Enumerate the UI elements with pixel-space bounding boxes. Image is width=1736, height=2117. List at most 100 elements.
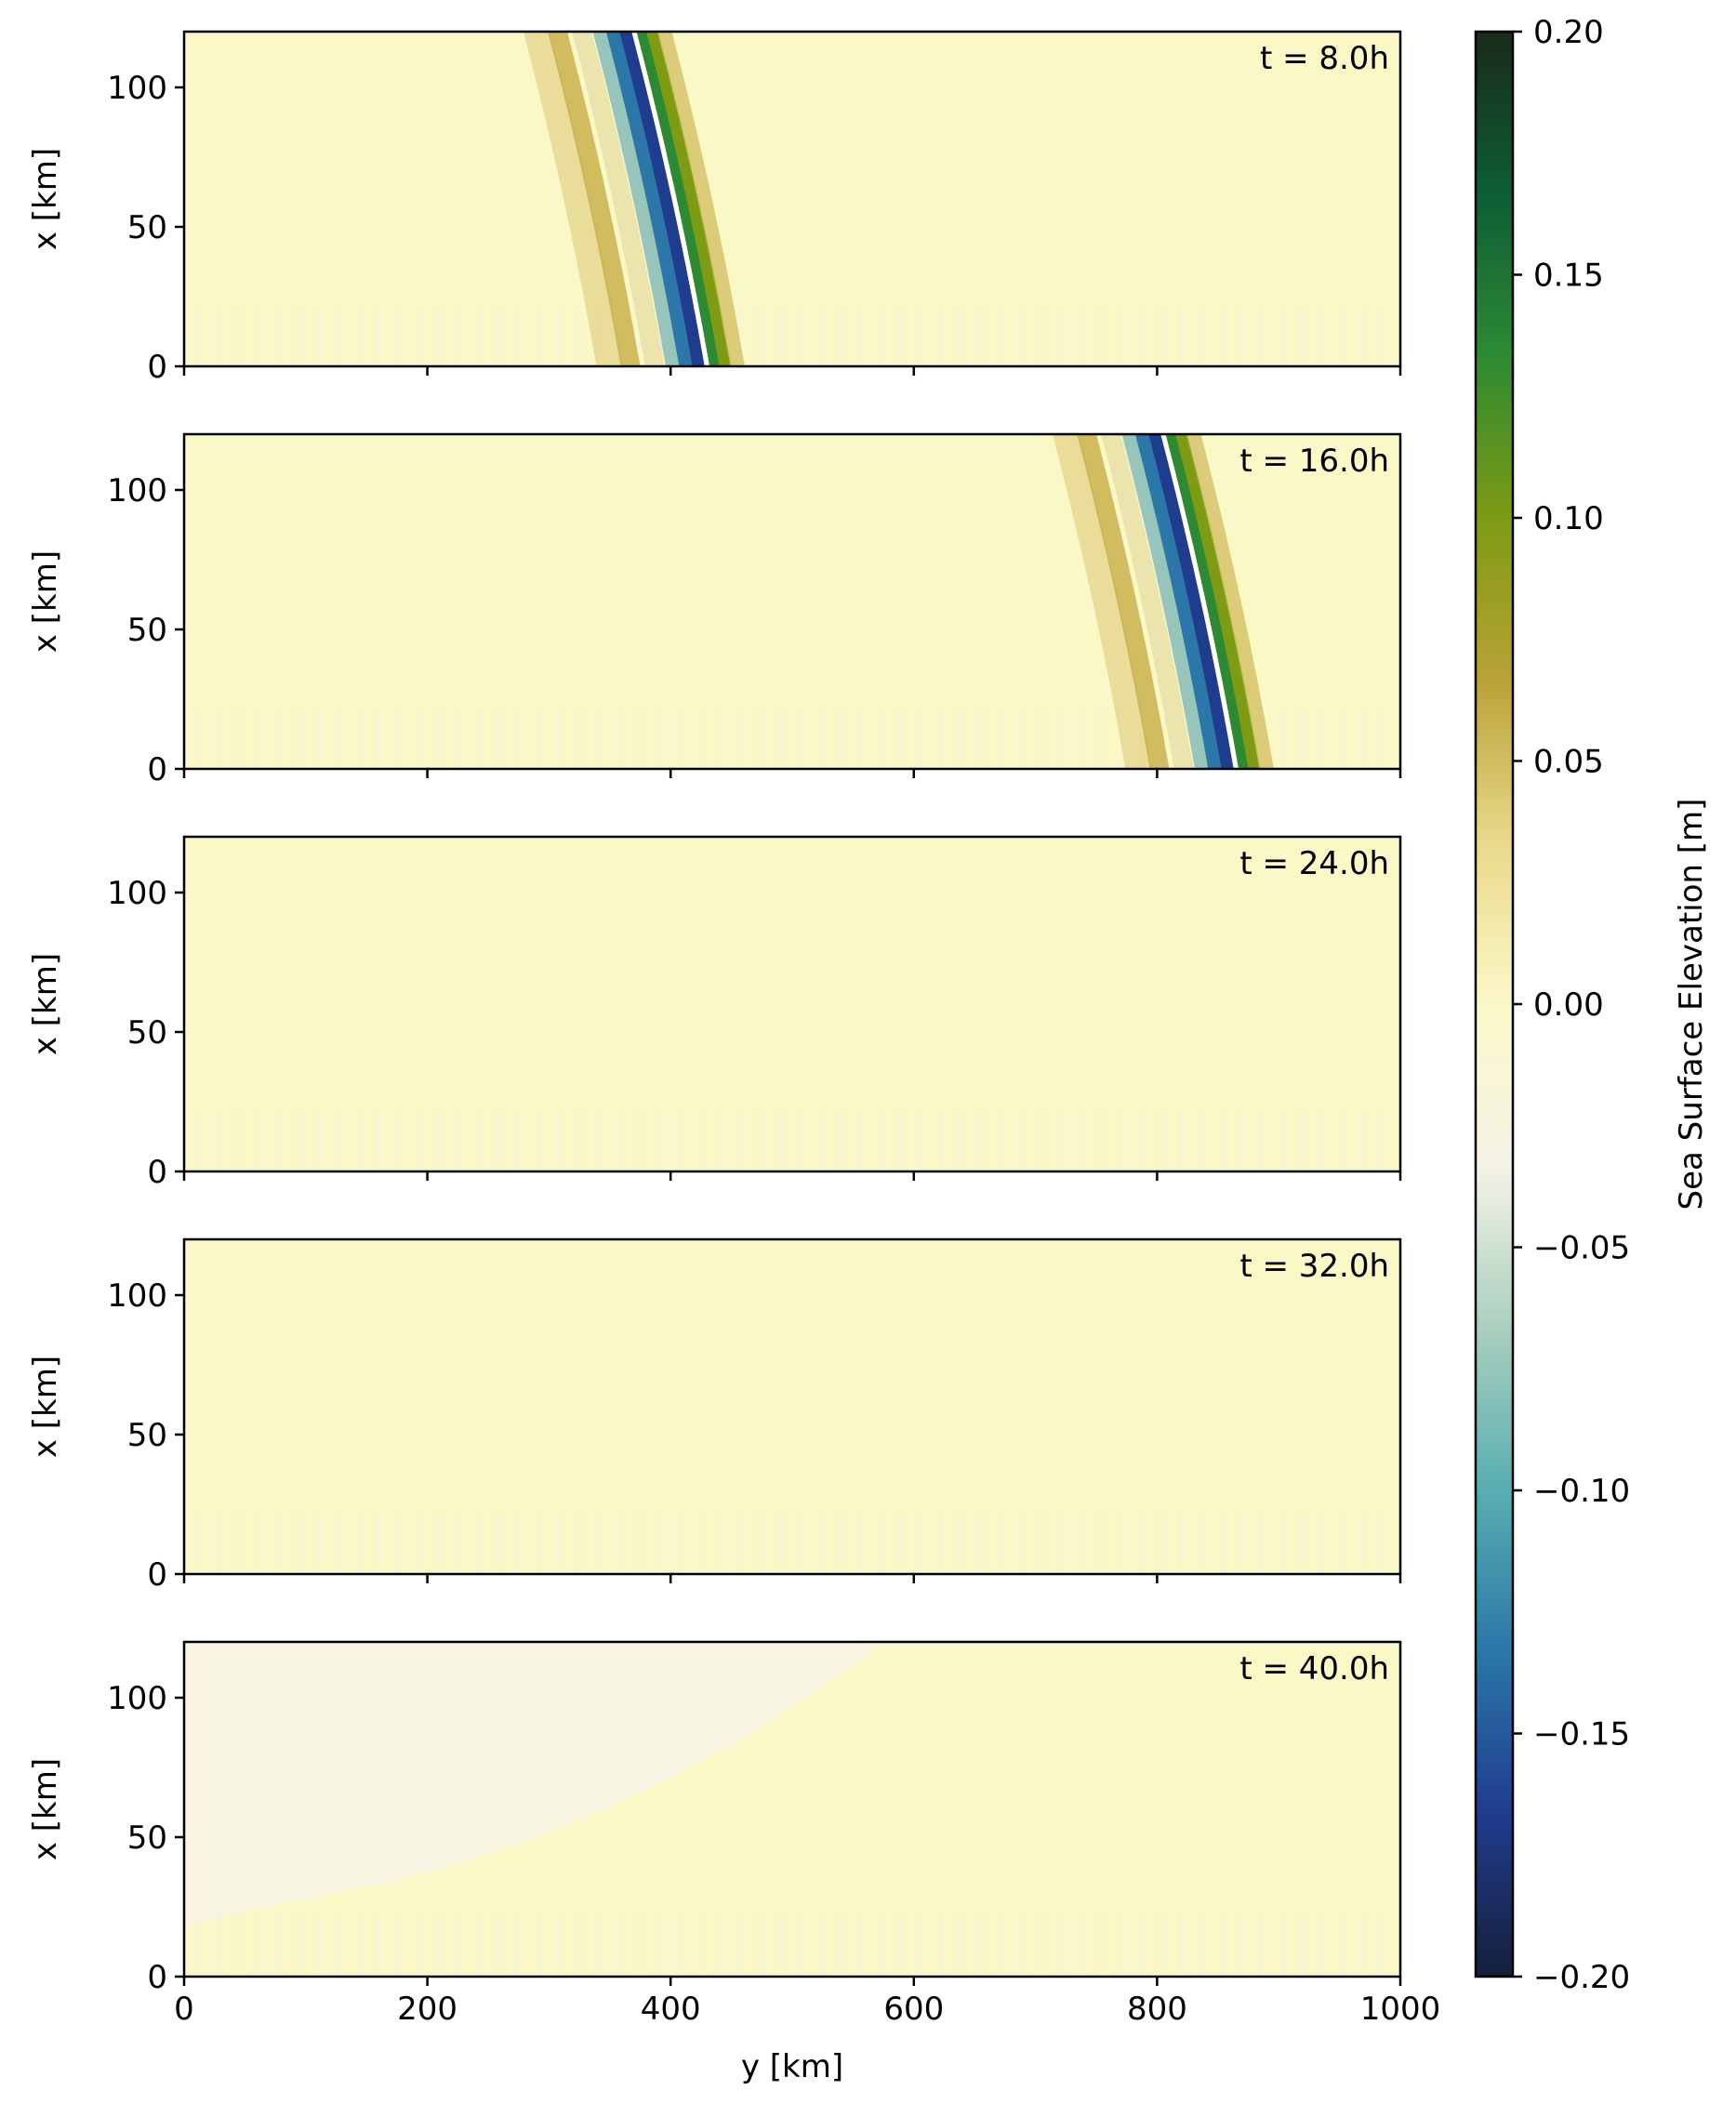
noise-stripe: [777, 1110, 782, 1171]
noise-stripe: [1059, 1915, 1064, 1977]
noise-stripe: [1099, 708, 1104, 769]
noise-stripe: [276, 1513, 281, 1574]
noise-stripe: [517, 1513, 522, 1574]
wave-band: [1160, 434, 1239, 769]
field-background: [184, 32, 1400, 366]
time-label: t = 8.0h: [1260, 40, 1389, 77]
noise-stripe: [236, 1915, 241, 1977]
y-axis-label: x [km]: [27, 1758, 64, 1860]
noise-stripe: [737, 305, 742, 366]
noise-stripe: [1359, 1110, 1364, 1171]
noise-stripe: [919, 1110, 923, 1171]
panel-field: [184, 32, 1400, 366]
noise-stripe: [597, 708, 602, 769]
y-tick-label: 50: [127, 1819, 167, 1857]
noise-stripe: [1059, 1110, 1064, 1171]
noise-stripe: [337, 305, 341, 366]
noise-stripe: [678, 708, 682, 769]
noise-stripe: [1219, 1513, 1224, 1574]
noise-stripe: [657, 1513, 662, 1574]
noise-stripe: [938, 1513, 943, 1574]
noise-stripe: [296, 1513, 300, 1574]
wave-band: [548, 32, 641, 366]
noise-stripe: [1239, 305, 1244, 366]
noise-stripe: [999, 1513, 1003, 1574]
noise-stripe: [838, 305, 842, 366]
noise-stripe: [1199, 1915, 1204, 1977]
noise-stripe: [1059, 305, 1064, 366]
panel-field: [184, 434, 1400, 769]
noise-stripe: [396, 1513, 401, 1574]
noise-stripe: [236, 305, 241, 366]
colorbar-tick-label: −0.20: [1533, 1959, 1630, 1996]
noise-stripe: [1380, 708, 1385, 769]
noise-stripe: [437, 305, 442, 366]
colorbar-tick-label: −0.10: [1533, 1473, 1630, 1510]
noise-stripe: [737, 1513, 742, 1574]
wave-band: [523, 32, 624, 366]
panel-field: [184, 1239, 1400, 1574]
noise-stripe: [337, 1513, 341, 1574]
wave-band: [1148, 434, 1234, 769]
noise-stripe: [798, 1513, 802, 1574]
x-tick-label: 0: [174, 1991, 194, 2028]
noise-stripe: [537, 1513, 541, 1574]
noise-stripe: [1139, 1513, 1144, 1574]
noise-stripe: [818, 1513, 823, 1574]
noise-stripe: [637, 1513, 642, 1574]
noise-stripe: [1319, 708, 1324, 769]
noise-stripe: [497, 1513, 501, 1574]
noise-stripe: [1380, 1915, 1385, 1977]
noise-stripe: [1340, 708, 1345, 769]
x-tick-label: 200: [397, 1991, 457, 2028]
noise-stripe: [858, 1110, 863, 1171]
noise-stripe: [216, 708, 220, 769]
field-background: [184, 1239, 1400, 1574]
noise-stripe: [497, 305, 501, 366]
noise-stripe: [537, 305, 541, 366]
noise-stripe: [898, 305, 903, 366]
noise-stripe: [637, 1110, 642, 1171]
noise-stripe: [396, 708, 401, 769]
panel-2: 0 50 100 x [km] t = 16.0h: [27, 432, 1402, 788]
wave-band: [592, 32, 683, 366]
noise-stripe: [457, 1110, 461, 1171]
y-tick-label: 50: [127, 209, 167, 246]
noise-stripe: [798, 1915, 802, 1977]
panel-1: 0 50 100 x [km] t = 8.0h: [27, 30, 1402, 386]
noise-stripe: [1179, 1513, 1184, 1574]
panel-frame: [182, 1237, 1402, 1576]
noise-stripe: [316, 305, 321, 366]
noise-stripe: [1039, 1513, 1043, 1574]
noise-stripe: [396, 1110, 401, 1171]
noise-stripe: [1259, 1915, 1264, 1977]
noise-stripe: [858, 708, 863, 769]
noise-stripe: [959, 708, 963, 769]
noise-stripe: [577, 1915, 582, 1977]
noise-stripe: [657, 1110, 662, 1171]
noise-stripe: [557, 708, 562, 769]
x-tick-label: 600: [883, 1991, 944, 2028]
y-tick-label: 100: [107, 472, 167, 509]
noise-stripe: [417, 708, 421, 769]
colorbar-gradient: [1476, 32, 1513, 1977]
noise-stripe: [1079, 1915, 1083, 1977]
noise-stripe: [858, 305, 863, 366]
noise-stripe: [236, 708, 241, 769]
noise-stripe: [1099, 1110, 1104, 1171]
colorbar: 0.20 0.15 0.10 0.05 0.00 −0.05 −0.10 −0.15 −0.20…: [1474, 14, 1710, 1996]
wave-band: [1165, 434, 1252, 769]
panel-frame: [182, 432, 1402, 771]
noise-stripe: [999, 708, 1003, 769]
noise-stripe: [356, 305, 361, 366]
noise-stripe: [978, 1110, 983, 1171]
noise-stripe: [838, 1110, 842, 1171]
noise-stripe: [236, 1110, 241, 1171]
noise-stripe: [697, 1110, 702, 1171]
noise-stripe: [437, 1915, 442, 1977]
noise-stripe: [216, 1915, 220, 1977]
field-noise: [196, 305, 1385, 366]
noise-stripe: [296, 305, 300, 366]
noise-stripe: [196, 1513, 201, 1574]
